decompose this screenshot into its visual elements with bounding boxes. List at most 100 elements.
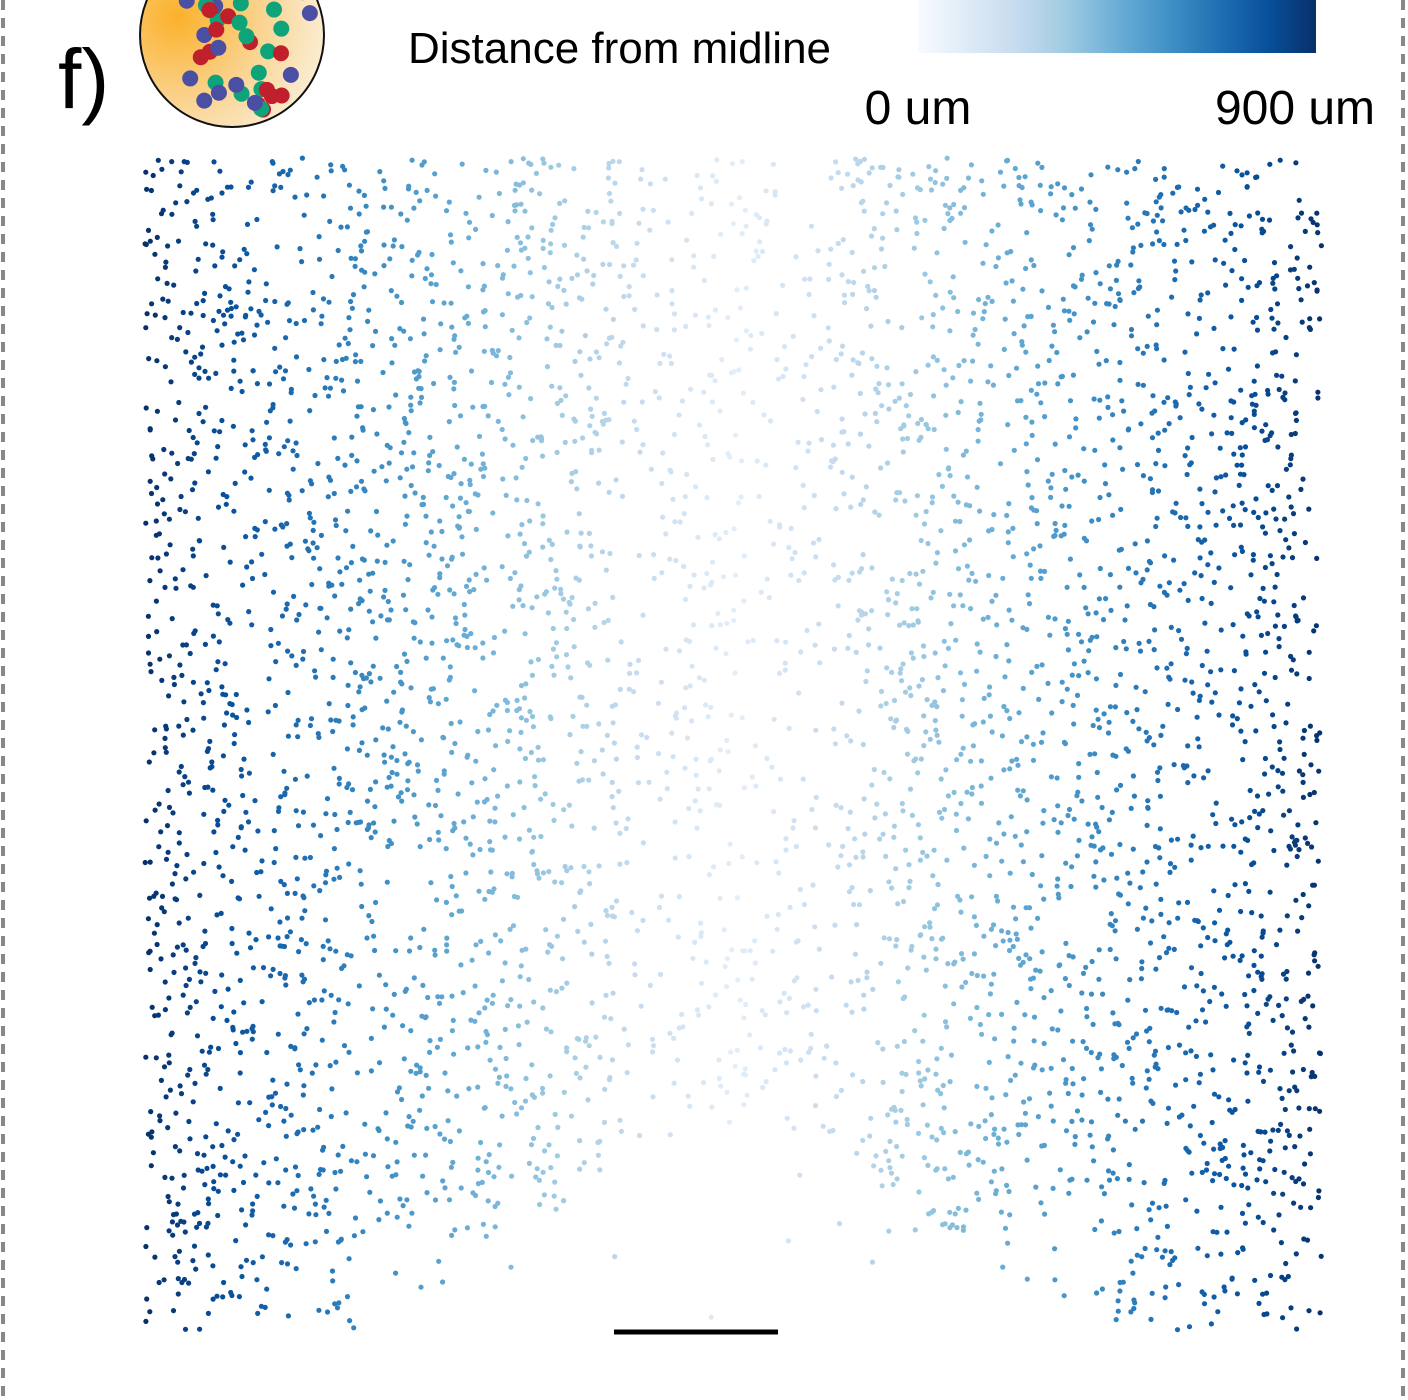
cell-dot <box>1182 677 1188 683</box>
cell-dot <box>495 1080 501 1086</box>
cell-dot <box>211 159 217 165</box>
cell-dot <box>1004 1182 1010 1188</box>
cell-dot <box>562 198 568 204</box>
cell-dot <box>921 521 928 527</box>
cell-dot <box>1246 1030 1252 1036</box>
cell-dot <box>1244 1003 1250 1009</box>
cell-dot <box>657 360 663 366</box>
cell-dot <box>957 670 964 676</box>
cell-dot <box>1196 744 1202 750</box>
cell-dot <box>293 1266 299 1272</box>
cell-dot <box>1136 726 1142 732</box>
cell-dot <box>397 1196 403 1202</box>
cell-dot <box>1091 1158 1097 1164</box>
icon-dot <box>210 84 227 101</box>
cell-dot <box>1300 735 1306 741</box>
cell-dot <box>344 746 350 752</box>
cell-dot <box>1231 522 1237 529</box>
cell-dot <box>1191 1103 1197 1109</box>
cell-dot <box>916 1070 922 1076</box>
cell-dot <box>346 315 352 321</box>
cell-dot <box>774 926 780 932</box>
cell-dot <box>522 1098 529 1104</box>
cell-dot <box>691 253 697 259</box>
cell-dot <box>296 1062 302 1068</box>
cell-dot <box>928 187 935 193</box>
cell-dot <box>1270 1017 1276 1024</box>
cell-dot <box>877 645 883 651</box>
cell-dot <box>324 615 330 621</box>
cell-dot <box>186 427 192 434</box>
cell-dot <box>635 780 642 786</box>
cell-dot <box>1198 573 1204 579</box>
cell-dot <box>1262 564 1268 571</box>
cell-dot <box>439 994 445 1000</box>
cell-dot <box>938 1091 944 1097</box>
cell-dot <box>427 452 433 459</box>
cell-dot <box>559 412 565 418</box>
cell-dot <box>1156 1205 1162 1211</box>
cell-dot <box>593 395 599 401</box>
cell-dot <box>266 1180 272 1186</box>
cell-dot <box>894 1043 900 1049</box>
cell-dot <box>1006 501 1012 507</box>
cell-dot <box>912 1227 918 1233</box>
cell-dot <box>168 379 174 385</box>
cell-dot <box>1304 283 1311 289</box>
cell-dot <box>709 1104 715 1110</box>
cell-dot <box>741 1071 747 1077</box>
cell-dot <box>828 464 834 470</box>
cell-dot <box>468 631 474 637</box>
cell-dot <box>1024 626 1030 633</box>
cell-dot <box>693 484 699 490</box>
cell-dot <box>540 870 547 876</box>
cell-dot <box>701 677 708 683</box>
cell-dot <box>1166 674 1172 680</box>
cell-dot <box>480 287 486 293</box>
cell-dot <box>1192 570 1198 576</box>
cell-dot <box>1272 1166 1278 1173</box>
cell-dot <box>169 881 175 887</box>
cell-dot <box>1111 1056 1117 1062</box>
cell-dot <box>559 880 565 886</box>
cell-dot <box>940 305 946 311</box>
cell-dot <box>420 316 427 322</box>
cell-dot <box>762 1012 768 1018</box>
cell-dot <box>997 169 1004 175</box>
cell-dot <box>237 1070 243 1076</box>
cell-dot <box>1220 843 1226 849</box>
cell-dot <box>1108 607 1114 614</box>
cell-dot <box>517 531 523 537</box>
cell-dot <box>1096 829 1102 835</box>
cell-dot <box>1287 846 1293 852</box>
cell-dot <box>632 961 638 967</box>
cell-dot <box>177 325 183 331</box>
cell-dot <box>856 902 863 908</box>
cell-dot <box>480 1221 486 1227</box>
cell-dot <box>701 389 707 395</box>
cell-dot <box>282 790 288 796</box>
cell-dot <box>1006 607 1012 613</box>
cell-dot <box>385 598 391 605</box>
cell-dot <box>186 790 192 796</box>
cell-dot <box>1292 1144 1298 1150</box>
cell-dot <box>1113 682 1119 689</box>
cell-dot <box>1086 238 1092 244</box>
cell-dot <box>1283 466 1289 472</box>
cell-dot <box>995 1135 1001 1141</box>
cell-dot <box>1270 280 1276 286</box>
cell-dot <box>405 778 411 784</box>
cell-dot <box>693 772 699 778</box>
cell-dot <box>1076 631 1082 637</box>
cell-dot <box>1047 632 1053 638</box>
cell-dot <box>650 1094 656 1100</box>
cell-dot <box>1256 689 1262 695</box>
cell-dot <box>1173 500 1179 506</box>
cell-dot <box>484 997 490 1003</box>
cell-dot <box>1147 940 1154 946</box>
cell-dot <box>1254 609 1260 615</box>
cell-dot <box>435 787 441 794</box>
cell-dot <box>569 823 575 829</box>
cell-dot <box>1107 286 1113 292</box>
cell-dot <box>1092 447 1098 453</box>
